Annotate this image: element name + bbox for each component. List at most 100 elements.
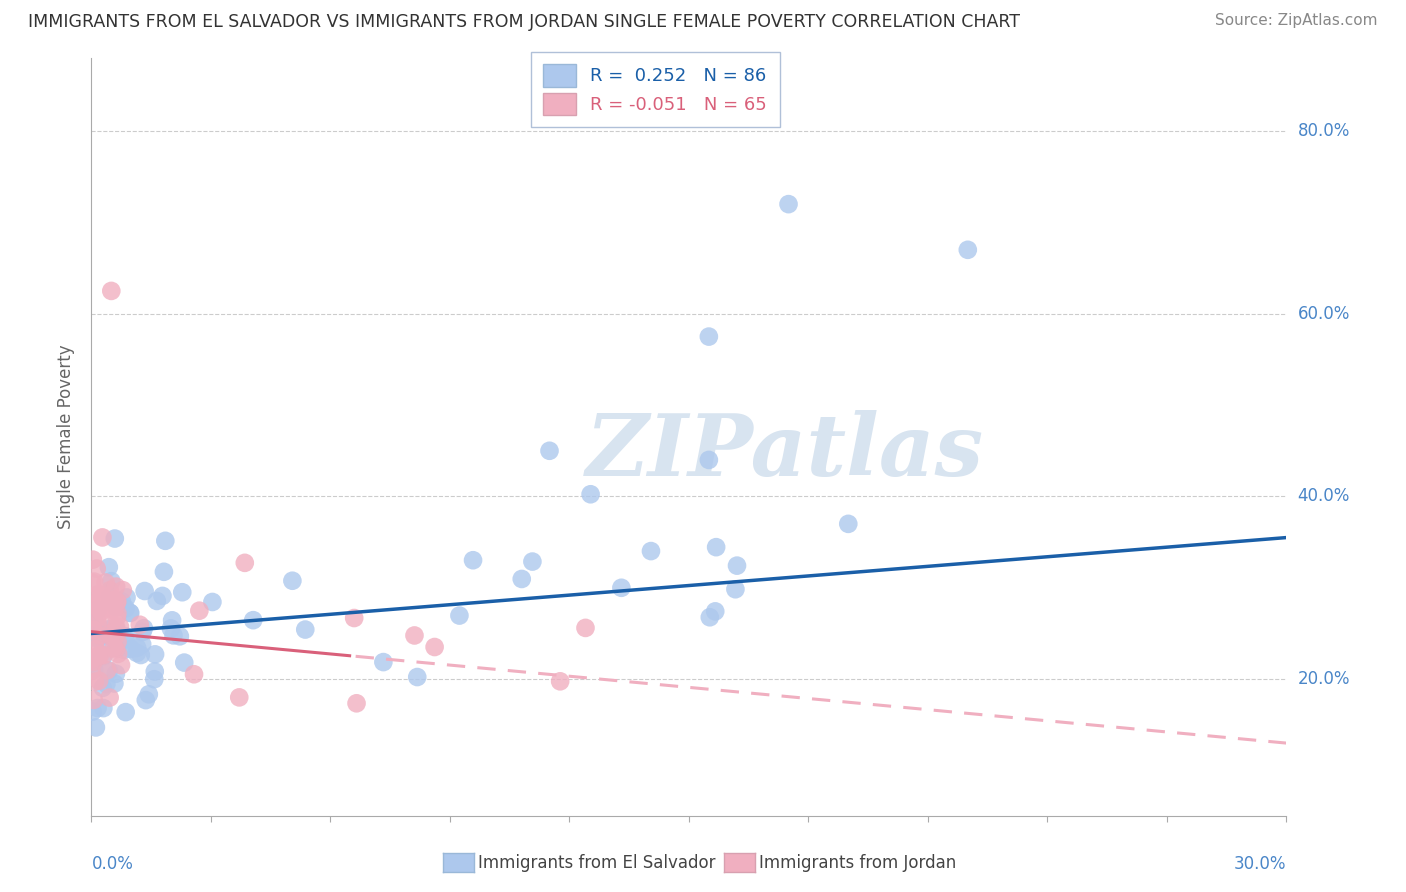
Point bbox=[97, 664, 120, 678]
Point bbox=[118, 606, 141, 620]
Point bbox=[107, 634, 129, 648]
Text: 60.0%: 60.0% bbox=[1298, 305, 1350, 323]
Point bbox=[105, 610, 128, 624]
Point bbox=[105, 634, 128, 648]
Point bbox=[104, 532, 127, 546]
Point bbox=[105, 594, 128, 608]
Point bbox=[281, 574, 304, 588]
Point bbox=[579, 487, 602, 501]
Point bbox=[80, 575, 103, 590]
Point bbox=[172, 585, 194, 599]
Point bbox=[103, 640, 125, 655]
Point bbox=[104, 666, 127, 681]
Point bbox=[120, 641, 142, 656]
Point bbox=[725, 558, 748, 573]
Point bbox=[115, 591, 138, 605]
Point bbox=[169, 629, 191, 643]
Point bbox=[84, 635, 107, 649]
Point bbox=[93, 649, 115, 664]
Point bbox=[83, 623, 105, 637]
Point bbox=[132, 621, 155, 635]
Point bbox=[101, 622, 124, 636]
Point bbox=[131, 637, 153, 651]
Point bbox=[114, 705, 136, 719]
Point bbox=[107, 607, 129, 621]
Text: 80.0%: 80.0% bbox=[1298, 122, 1350, 140]
Point bbox=[82, 599, 104, 614]
Text: 20.0%: 20.0% bbox=[1298, 670, 1350, 688]
Point bbox=[105, 623, 128, 637]
Point bbox=[404, 628, 426, 642]
Point bbox=[406, 670, 429, 684]
Point bbox=[83, 693, 105, 707]
Point bbox=[83, 574, 105, 589]
Legend: R =  0.252   N = 86, R = -0.051   N = 65: R = 0.252 N = 86, R = -0.051 N = 65 bbox=[530, 52, 779, 128]
Point bbox=[91, 588, 114, 602]
Point bbox=[160, 622, 183, 636]
Point bbox=[87, 673, 110, 688]
Point bbox=[114, 632, 136, 647]
Point bbox=[87, 587, 110, 601]
Point bbox=[610, 581, 633, 595]
Point bbox=[510, 572, 533, 586]
Point bbox=[90, 605, 112, 619]
Point bbox=[83, 663, 105, 677]
Point bbox=[152, 589, 174, 603]
Point bbox=[83, 655, 105, 669]
Point bbox=[82, 598, 104, 612]
Point bbox=[82, 705, 104, 719]
Point bbox=[93, 701, 115, 715]
Point bbox=[134, 584, 156, 599]
Point bbox=[86, 616, 108, 631]
Point bbox=[105, 595, 128, 609]
Point bbox=[697, 453, 720, 467]
Point bbox=[103, 676, 125, 690]
Point bbox=[704, 540, 727, 554]
Point bbox=[143, 648, 166, 662]
Point bbox=[704, 604, 727, 618]
Point bbox=[98, 626, 121, 640]
Point bbox=[84, 642, 107, 657]
Point bbox=[91, 681, 114, 695]
Point bbox=[82, 618, 104, 632]
Point bbox=[574, 621, 596, 635]
Point bbox=[97, 611, 120, 625]
Point bbox=[548, 674, 571, 689]
Point bbox=[94, 575, 117, 590]
Point bbox=[103, 593, 125, 607]
Point bbox=[89, 648, 111, 662]
Point bbox=[343, 611, 366, 625]
Point bbox=[97, 598, 120, 612]
Point bbox=[153, 565, 176, 579]
Point bbox=[160, 613, 183, 627]
Point bbox=[86, 561, 108, 575]
Point bbox=[82, 552, 104, 566]
Point bbox=[125, 646, 148, 660]
Point bbox=[98, 583, 121, 598]
Point bbox=[84, 720, 107, 734]
Point bbox=[173, 656, 195, 670]
Point bbox=[90, 590, 112, 604]
Point bbox=[162, 628, 184, 642]
Point bbox=[82, 631, 104, 645]
Point bbox=[93, 640, 115, 654]
Point bbox=[87, 648, 110, 663]
Point bbox=[105, 640, 128, 655]
Point bbox=[449, 608, 471, 623]
Point bbox=[640, 544, 662, 558]
Point bbox=[778, 197, 800, 211]
Point bbox=[98, 590, 121, 604]
Point bbox=[89, 629, 111, 643]
Point bbox=[114, 601, 136, 615]
Text: Immigrants from El Salvador: Immigrants from El Salvador bbox=[478, 854, 716, 871]
Point bbox=[86, 611, 108, 625]
Point bbox=[114, 629, 136, 643]
Point bbox=[112, 643, 135, 657]
Point bbox=[90, 629, 112, 643]
Point bbox=[87, 602, 110, 616]
Point bbox=[131, 625, 153, 640]
Point bbox=[91, 530, 114, 544]
Point bbox=[98, 690, 121, 705]
Point bbox=[98, 622, 121, 636]
Point bbox=[522, 555, 544, 569]
